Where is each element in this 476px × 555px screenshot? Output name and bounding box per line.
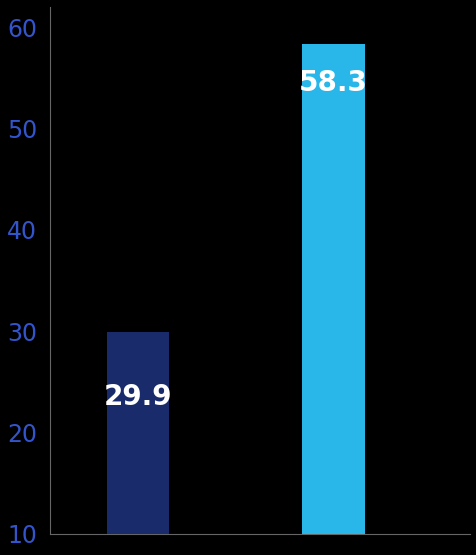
- Text: 58.3: 58.3: [298, 69, 367, 97]
- Bar: [302, 44, 364, 533]
- Bar: [107, 332, 169, 533]
- Text: 29.9: 29.9: [104, 383, 172, 411]
